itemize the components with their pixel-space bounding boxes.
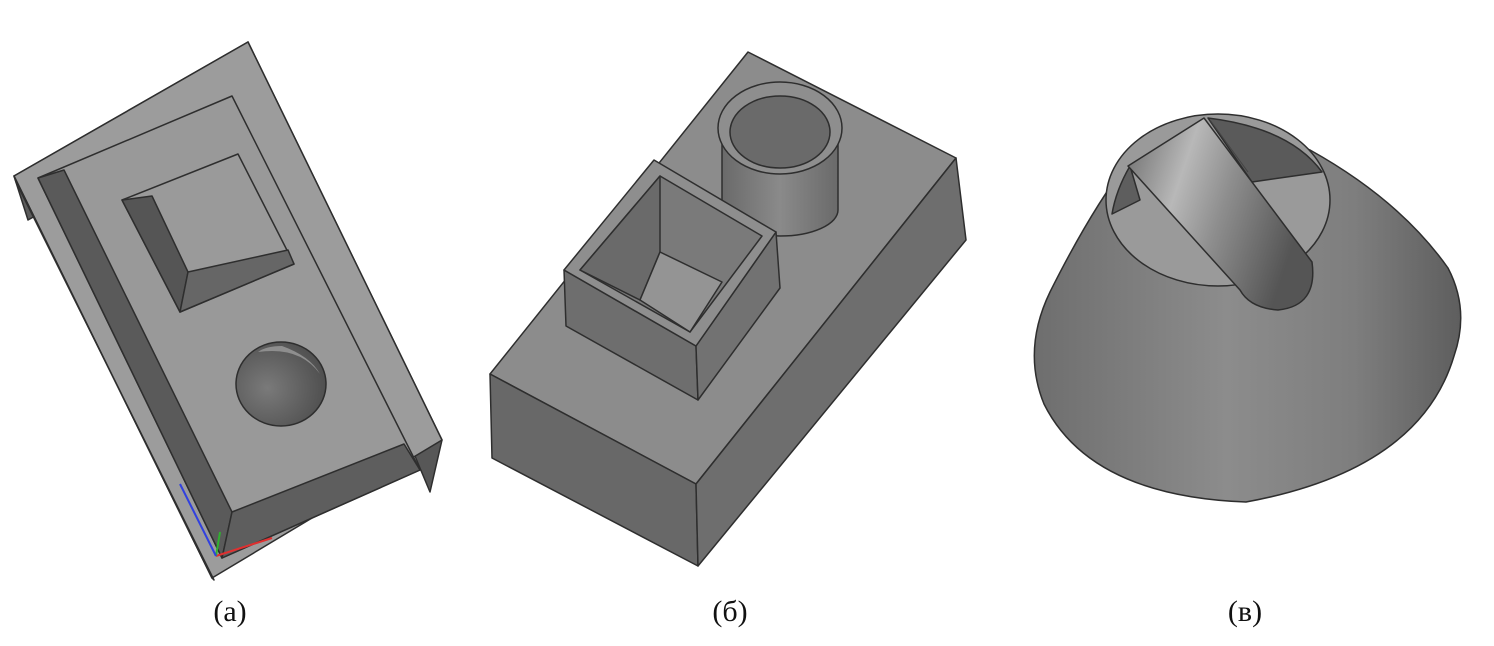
rod-body — [1127, 117, 1314, 311]
cone-top-dark-sector-right — [1207, 117, 1323, 183]
rod-edge — [1209, 119, 1249, 173]
caption-a: (а) — [213, 595, 247, 628]
axis-x-line — [215, 537, 273, 557]
model-c-cone — [1033, 113, 1462, 503]
caption-c: (в) — [1227, 595, 1263, 628]
model-b-block — [489, 51, 967, 567]
plate-front-edge — [13, 175, 215, 581]
axis-z-line — [179, 483, 217, 557]
caption-b: (б) — [712, 595, 748, 628]
plate-recess-bottom-wall — [221, 443, 421, 559]
round-hole-floor — [258, 346, 320, 374]
axis-triad — [179, 483, 273, 557]
round-hole — [235, 341, 327, 427]
tube-inner-hole — [729, 95, 831, 169]
axis-y-line — [215, 531, 221, 557]
model-a-plate — [13, 41, 443, 581]
square-pocket-bottom-wall — [179, 249, 295, 313]
cone-top-dark-sector — [1111, 165, 1141, 215]
box-inner-floor — [639, 251, 723, 333]
block-right-face — [695, 157, 967, 567]
